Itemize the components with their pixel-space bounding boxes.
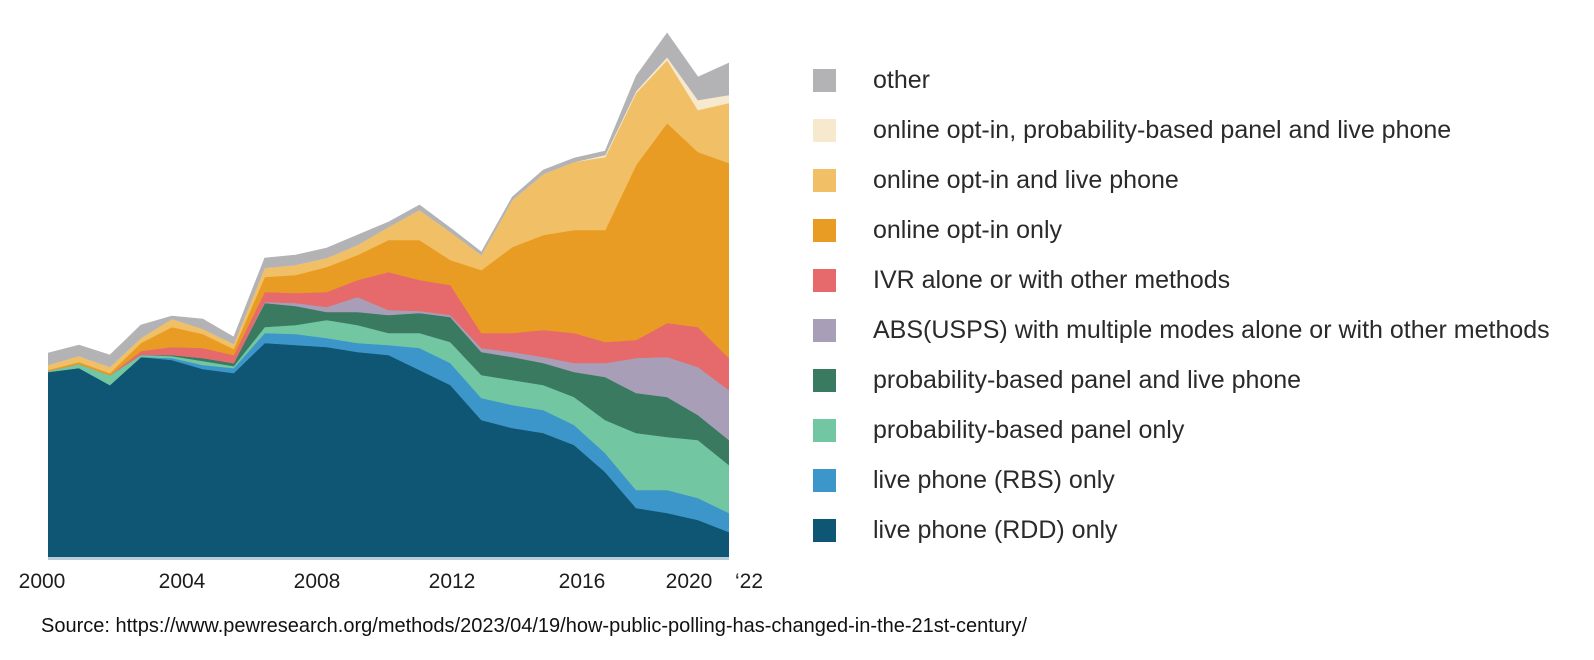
- legend-item-label: live phone (RBS) only: [873, 465, 1115, 494]
- x-tick-2004: 2004: [158, 570, 206, 593]
- legend: other online opt-in, probability-based p…: [813, 55, 1550, 555]
- x-axis: 2000 2004 2008 2012 2016 2020 ‘22: [0, 570, 1594, 598]
- x-tick-2020: 2020: [665, 570, 713, 593]
- legend-item-online-opt-in-only: online opt-in only: [813, 205, 1550, 255]
- legend-item-online-opt-in-and-live-phone: online opt-in and live phone: [813, 155, 1550, 205]
- x-tick-2022: ‘22: [734, 570, 764, 593]
- probability-based-panel-and-live-phone-swatch: [813, 368, 836, 392]
- online-opt-in-only-swatch: [813, 218, 836, 242]
- live-phone-rdd-only-swatch: [813, 518, 836, 542]
- x-tick-2008: 2008: [293, 570, 341, 593]
- legend-item-live-phone-rdd-only: live phone (RDD) only: [813, 505, 1550, 555]
- legend-item-abs-usps: ABS(USPS) with multiple modes alone or w…: [813, 305, 1550, 355]
- legend-item-label: online opt-in and live phone: [873, 165, 1179, 194]
- live-phone-rbs-only-swatch: [813, 468, 836, 492]
- online-opt-in-probability-based-panel-and-live-phone-swatch: [813, 118, 836, 142]
- stacked-area-chart: [48, 32, 729, 557]
- legend-item-label: online opt-in only: [873, 215, 1063, 244]
- probability-based-panel-only-swatch: [813, 418, 836, 442]
- legend-item-label: live phone (RDD) only: [873, 515, 1118, 544]
- legend-item-label: ABS(USPS) with multiple modes alone or w…: [873, 315, 1550, 344]
- source-attribution: Source: https://www.pewresearch.org/meth…: [41, 615, 1028, 637]
- other-swatch: [813, 68, 836, 92]
- legend-item-label: online opt-in, probability-based panel a…: [873, 115, 1452, 144]
- x-tick-2016: 2016: [558, 570, 606, 593]
- legend-item-label: probability-based panel and live phone: [873, 365, 1302, 394]
- legend-item-live-phone-rbs-only: live phone (RBS) only: [813, 455, 1550, 505]
- legend-item-label: other: [873, 65, 930, 94]
- area-band-other: [48, 32, 729, 368]
- legend-item-label: probability-based panel only: [873, 415, 1185, 444]
- x-tick-2000: 2000: [18, 570, 66, 593]
- legend-item-other: other: [813, 55, 1550, 105]
- legend-item-label: IVR alone or with other methods: [873, 265, 1231, 294]
- legend-item-ivr: IVR alone or with other methods: [813, 255, 1550, 305]
- x-tick-2012: 2012: [428, 570, 476, 593]
- x-axis-line: [48, 557, 729, 560]
- online-opt-in-and-live-phone-swatch: [813, 168, 836, 192]
- legend-item-probability-based-panel-only: probability-based panel only: [813, 405, 1550, 455]
- abs-usps-swatch: [813, 318, 836, 342]
- legend-item-online-opt-in-probability-based-panel-and-live-phone: online opt-in, probability-based panel a…: [813, 105, 1550, 155]
- legend-item-probability-based-panel-and-live-phone: probability-based panel and live phone: [813, 355, 1550, 405]
- ivr-swatch: [813, 268, 836, 292]
